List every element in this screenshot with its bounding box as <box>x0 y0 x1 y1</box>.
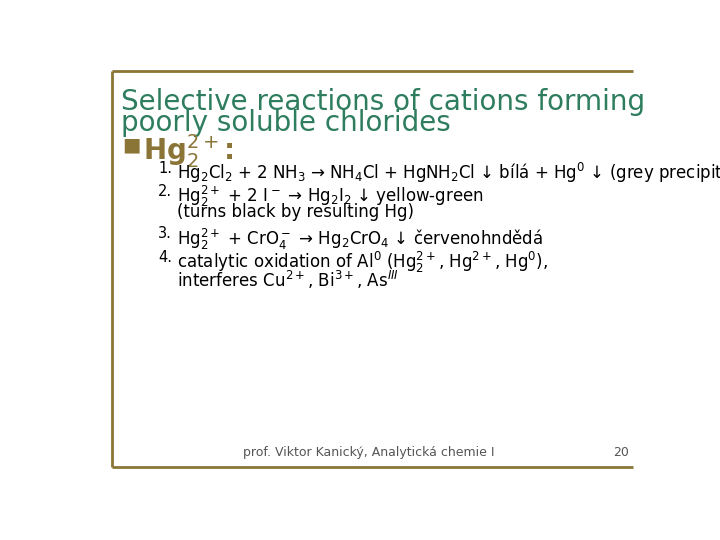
Text: (turns black by resulting Hg): (turns black by resulting Hg) <box>177 204 414 221</box>
Text: 2.: 2. <box>158 184 172 199</box>
Text: 3.: 3. <box>158 226 172 241</box>
Text: 1.: 1. <box>158 161 172 176</box>
Text: Hg$_2^{2+}$ + CrO$_4^-$ → Hg$_2$CrO$_4$ ↓ červenohndědá: Hg$_2^{2+}$ + CrO$_4^-$ → Hg$_2$CrO$_4$ … <box>177 226 543 252</box>
Text: catalytic oxidation of Al$^0$ (Hg$_2^{2+}$, Hg$^{2+}$, Hg$^0$),: catalytic oxidation of Al$^0$ (Hg$_2^{2+… <box>177 249 548 275</box>
Text: Hg$_2^{2+}$:: Hg$_2^{2+}$: <box>143 132 233 171</box>
Text: Hg$_2^{2+}$ + 2 I$^-$ → Hg$_2$I$_2$ ↓ yellow-green: Hg$_2^{2+}$ + 2 I$^-$ → Hg$_2$I$_2$ ↓ ye… <box>177 184 484 210</box>
Text: prof. Viktor Kanický, Analytická chemie I: prof. Viktor Kanický, Analytická chemie … <box>243 446 495 459</box>
Text: Hg$_2$Cl$_2$ + 2 NH$_3$ → NH$_4$Cl + HgNH$_2$Cl ↓ bílá + Hg$^0$ ↓ (grey precipit: Hg$_2$Cl$_2$ + 2 NH$_3$ → NH$_4$Cl + HgN… <box>177 161 720 185</box>
Text: poorly soluble chlorides: poorly soluble chlorides <box>121 110 451 138</box>
Text: ■: ■ <box>122 136 141 154</box>
Text: 20: 20 <box>613 446 629 459</box>
Text: Selective reactions of cations forming: Selective reactions of cations forming <box>121 88 645 116</box>
Text: 4.: 4. <box>158 249 172 265</box>
Text: interferes Cu$^{2+}$, Bi$^{3+}$, As$^{III}$: interferes Cu$^{2+}$, Bi$^{3+}$, As$^{II… <box>177 269 399 291</box>
